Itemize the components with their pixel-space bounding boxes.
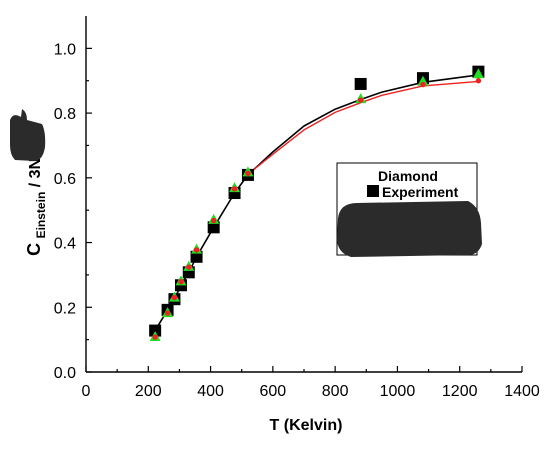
legend-layer: Diamond Experiment xyxy=(336,162,482,257)
y-tick-label: 0.2 xyxy=(54,300,76,317)
legend-experiment-label: Experiment xyxy=(382,184,459,200)
legend-experiment-marker xyxy=(367,185,379,197)
red-circle-point xyxy=(178,279,184,285)
x-tick-label: 600 xyxy=(260,383,287,400)
black-fit-line xyxy=(154,74,480,332)
x-axis-title: T (Kelvin) xyxy=(270,417,343,434)
legend-title: Diamond xyxy=(378,168,438,184)
x-tick-label: 1000 xyxy=(380,383,416,400)
x-tick-label: 400 xyxy=(197,383,224,400)
experiment-point xyxy=(354,77,367,90)
x-tick-label: 1400 xyxy=(504,383,540,400)
red-circle-point xyxy=(186,264,192,270)
red-circle-point xyxy=(357,97,364,103)
y-axis-title-main: C xyxy=(24,243,44,256)
experiment-point xyxy=(190,250,203,263)
x-tick-label: 1200 xyxy=(442,383,478,400)
red-circle-point xyxy=(231,186,238,192)
red-circle-point xyxy=(171,294,178,301)
red-circle-point xyxy=(193,247,200,253)
x-tick-label: 800 xyxy=(322,383,349,400)
red-fit-line xyxy=(247,80,480,175)
y-tick-label: 0.0 xyxy=(54,365,76,382)
axis-layer: 0 200 400 600 800 1000 1200 1400 0.0 0.2 0.4 0.6 0.8… xyxy=(54,16,540,400)
y-tick-label: 0.6 xyxy=(54,171,76,188)
y-axis-redaction xyxy=(10,109,46,161)
y-tick-label: 1.0 xyxy=(54,41,76,58)
red-circle-point xyxy=(475,78,482,84)
title-layer: T (Kelvin) C Einstein / 3Nk , xyxy=(10,109,342,434)
experiment-point xyxy=(149,324,162,337)
green-triangle-point xyxy=(472,68,484,79)
y-tick-label: 0.8 xyxy=(54,106,76,123)
red-circle-point xyxy=(420,81,426,88)
x-tick-label: 200 xyxy=(135,383,162,400)
red-circle-point xyxy=(210,217,217,224)
x-tick-label: 0 xyxy=(82,383,91,400)
red-circle-point xyxy=(152,334,158,340)
experiment-point xyxy=(207,221,220,234)
green-triangle-point xyxy=(417,75,429,86)
red-circle-point xyxy=(164,310,171,316)
y-tick-label: 0.4 xyxy=(54,236,76,253)
legend-redaction xyxy=(337,201,482,257)
y-axis-title-sub: Einstein xyxy=(34,192,48,239)
red-circle-point xyxy=(245,170,251,176)
plot-layer xyxy=(149,65,485,342)
